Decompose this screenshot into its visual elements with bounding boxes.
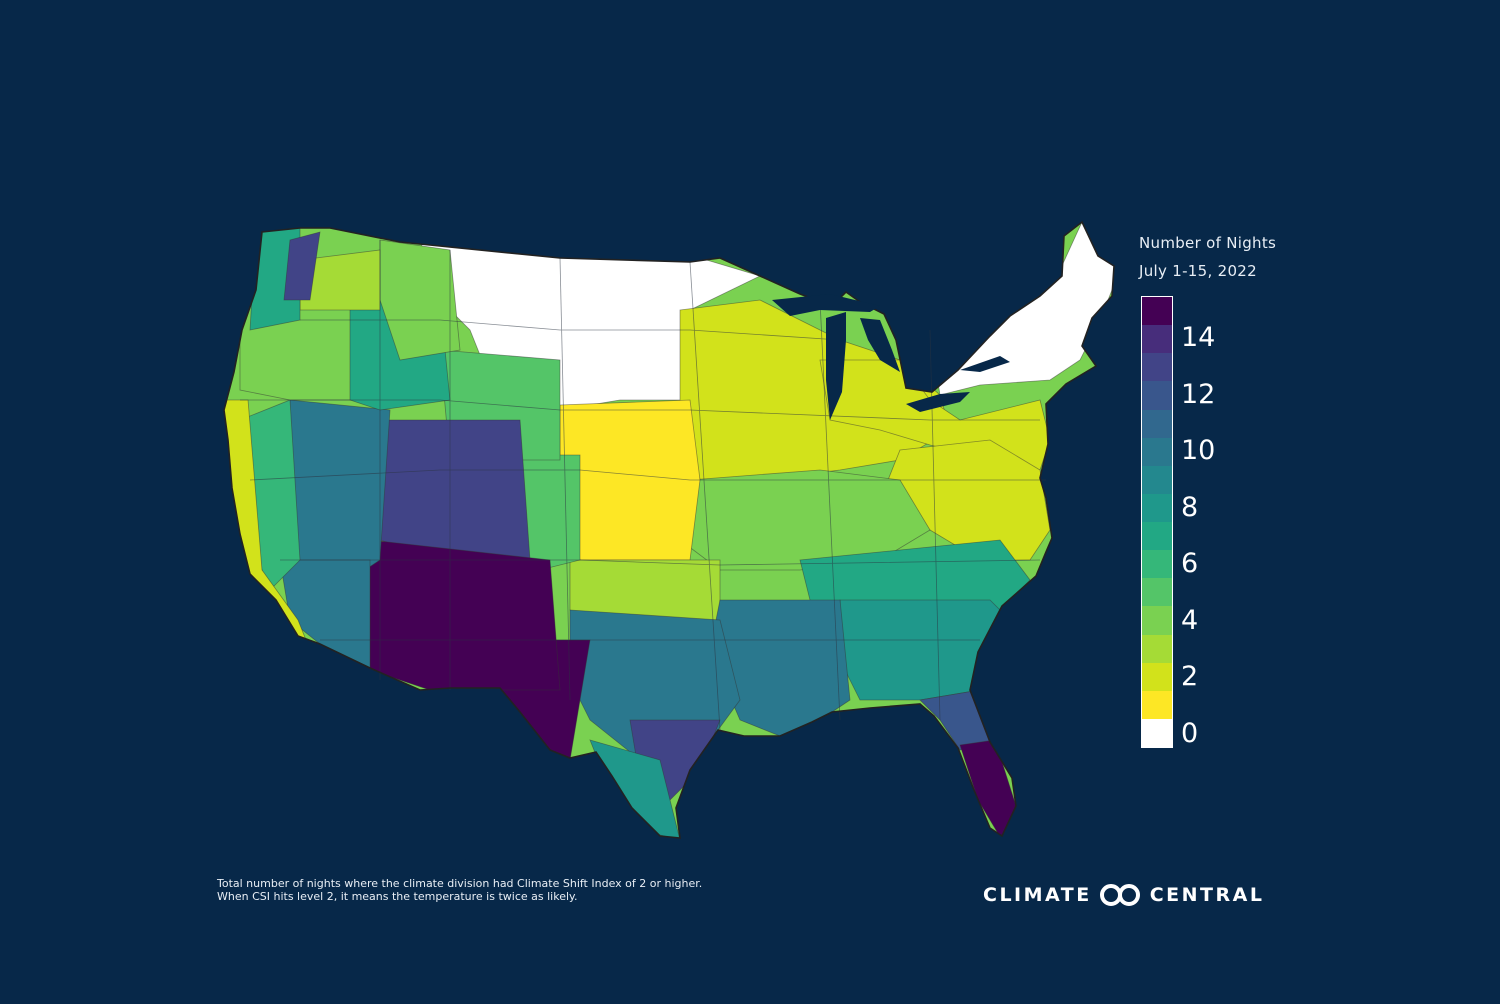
footnote: Total number of nights where the climate… <box>217 877 777 903</box>
legend-band <box>1142 493 1172 522</box>
map-region <box>559 399 701 561</box>
legend-band <box>1142 325 1172 354</box>
brand-left: CLIMATE <box>983 884 1092 906</box>
legend-tick-label: 4 <box>1181 604 1199 636</box>
division-borders <box>240 240 1046 731</box>
legend-band <box>1142 409 1172 438</box>
climate-central-logo: CLIMATE CENTRAL <box>983 880 1264 910</box>
legend-band <box>1142 297 1172 326</box>
legend-band <box>1142 550 1172 579</box>
map-region <box>283 231 321 301</box>
legend-title-line2: July 1-15, 2022 <box>1139 262 1257 280</box>
legend-band <box>1142 606 1172 635</box>
great-lakes <box>772 294 1010 420</box>
legend-tick-label: 2 <box>1181 661 1199 693</box>
legend-band <box>1142 718 1172 747</box>
legend-tick-label: 14 <box>1181 322 1216 354</box>
legend-title-line1: Number of Nights <box>1139 234 1277 252</box>
legend-tick-label: 10 <box>1181 435 1216 467</box>
legend-band <box>1142 353 1172 382</box>
map-region <box>919 689 991 751</box>
legend-band <box>1142 634 1172 663</box>
map-region <box>839 599 1011 701</box>
legend-title: Number of Nights July 1-15, 2022 <box>1139 229 1276 285</box>
legend-band <box>1142 381 1172 410</box>
legend-band <box>1142 578 1172 607</box>
map-regions <box>224 222 1114 838</box>
legend-tick-label: 12 <box>1181 378 1216 410</box>
legend-band <box>1142 522 1172 551</box>
legend-band <box>1142 690 1172 719</box>
legend-tick-label: 6 <box>1181 548 1199 580</box>
brand-right: CENTRAL <box>1149 884 1265 906</box>
legend-band <box>1142 662 1172 691</box>
legend-band <box>1142 437 1172 466</box>
linked-circles-icon <box>1099 884 1140 906</box>
legend-band <box>1142 465 1172 494</box>
legend-tick-label: 0 <box>1181 717 1199 749</box>
footnote-line1: Total number of nights where the climate… <box>217 877 703 890</box>
footnote-line2: When CSI hits level 2, it means the temp… <box>217 890 578 903</box>
legend-color-bar <box>1141 296 1173 748</box>
legend-tick-label: 8 <box>1181 491 1199 523</box>
map-region <box>369 539 561 691</box>
